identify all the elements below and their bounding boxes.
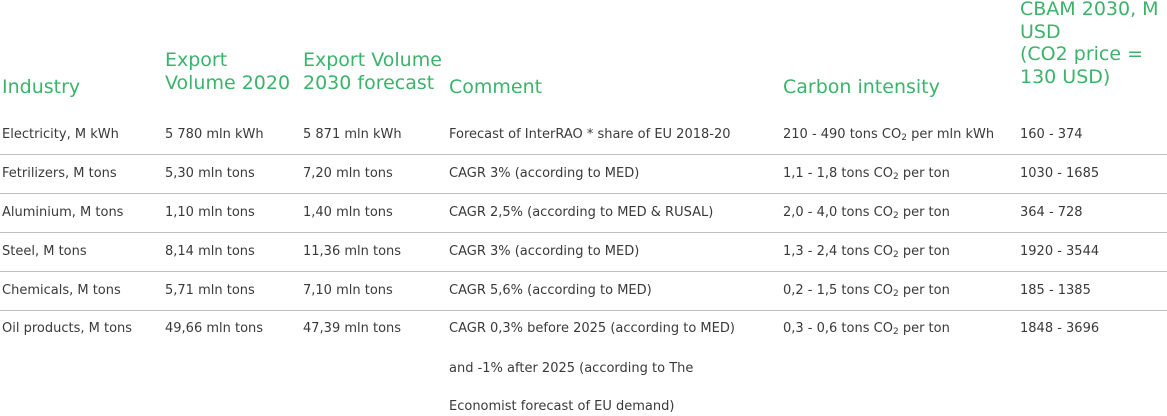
header-cbam-line2: USD (1020, 20, 1061, 43)
header-industry: Industry (2, 76, 81, 98)
cell-export-2020: 5 780 mln kWh (165, 127, 264, 142)
header-cbam-line1: CBAM 2030, M (1020, 0, 1159, 20)
header-cbam-line4: 130 USD) (1020, 65, 1111, 88)
cell-carbon-intensity: 210 - 490 tons CO2 per mln kWh (783, 127, 995, 143)
cell-industry: Fetrilizers, M tons (2, 166, 117, 181)
row-divider (0, 310, 1167, 311)
cell-comment: CAGR 2,5% (according to MED & RUSAL) (449, 205, 714, 220)
cell-cbam: 185 - 1385 (1020, 283, 1091, 298)
cell-cbam: 1848 - 3696 (1020, 321, 1100, 336)
cell-export-2030: 1,40 mln tons (303, 205, 393, 220)
header-export-2020-line2: Volume 2020 (165, 71, 291, 94)
header-export-2020-line1: Export (165, 49, 228, 71)
header-cbam: CBAM 2030, M USD (CO2 price = 130 USD) (1020, 0, 1159, 88)
cell-comment: CAGR 3% (according to MED) (449, 244, 640, 259)
cell-export-2020: 5,71 mln tons (165, 283, 255, 298)
cell-carbon-intensity: 1,1 - 1,8 tons CO2 per ton (783, 166, 950, 182)
cell-comment: CAGR 3% (according to MED) (449, 166, 640, 181)
header-export-2020: Export Volume 2020 (165, 49, 290, 94)
cell-export-2030: 7,20 mln tons (303, 166, 393, 181)
row-divider (0, 232, 1167, 233)
row-divider (0, 154, 1167, 155)
cell-industry: Chemicals, M tons (2, 283, 121, 298)
cell-industry: Steel, M tons (2, 244, 87, 259)
cell-carbon-intensity: 2,0 - 4,0 tons CO2 per ton (783, 205, 950, 221)
cell-industry: Aluminium, M tons (2, 205, 124, 220)
cell-industry: Electricity, M kWh (2, 127, 119, 142)
cell-export-2030: 47,39 mln tons (303, 321, 402, 336)
cell-export-2020: 5,30 mln tons (165, 166, 255, 181)
cell-industry: Oil products, M tons (2, 321, 133, 336)
cell-cbam: 364 - 728 (1020, 205, 1083, 220)
cell-export-2030: 5 871 mln kWh (303, 127, 402, 142)
cell-cbam: 1920 - 3544 (1020, 244, 1100, 259)
header-carbon-intensity: Carbon intensity (783, 76, 940, 98)
header-export-2030-line1: Export Volume (303, 49, 442, 71)
header-comment: Comment (449, 76, 543, 98)
row-divider (0, 271, 1167, 272)
cell-comment: Forecast of InterRAO * share of EU 2018-… (449, 127, 731, 142)
cell-export-2030: 7,10 mln tons (303, 283, 393, 298)
cell-export-2020: 49,66 mln tons (165, 321, 264, 336)
cell-export-2020: 8,14 mln tons (165, 244, 255, 259)
cell-export-2030: 11,36 mln tons (303, 244, 402, 259)
cell-export-2020: 1,10 mln tons (165, 205, 255, 220)
cell-comment-line2: and -1% after 2025 (according to The (449, 361, 694, 376)
cell-carbon-intensity: 0,2 - 1,5 tons CO2 per ton (783, 283, 950, 299)
cell-carbon-intensity: 1,3 - 2,4 tons CO2 per ton (783, 244, 950, 260)
cell-comment-line3: Economist forecast of EU demand) (449, 399, 675, 414)
cell-carbon-intensity: 0,3 - 0,6 tons CO2 per ton (783, 321, 950, 337)
header-cbam-line3: (CO2 price = (1020, 43, 1144, 65)
cell-cbam: 160 - 374 (1020, 127, 1083, 142)
header-export-2030: Export Volume 2030 forecast (303, 49, 442, 94)
cell-comment-line1: CAGR 0,3% before 2025 (according to MED) (449, 321, 735, 336)
cell-comment: CAGR 5,6% (according to MED) (449, 283, 652, 298)
header-export-2030-line2: 2030 forecast (303, 71, 435, 94)
cell-cbam: 1030 - 1685 (1020, 166, 1100, 181)
row-divider (0, 193, 1167, 194)
